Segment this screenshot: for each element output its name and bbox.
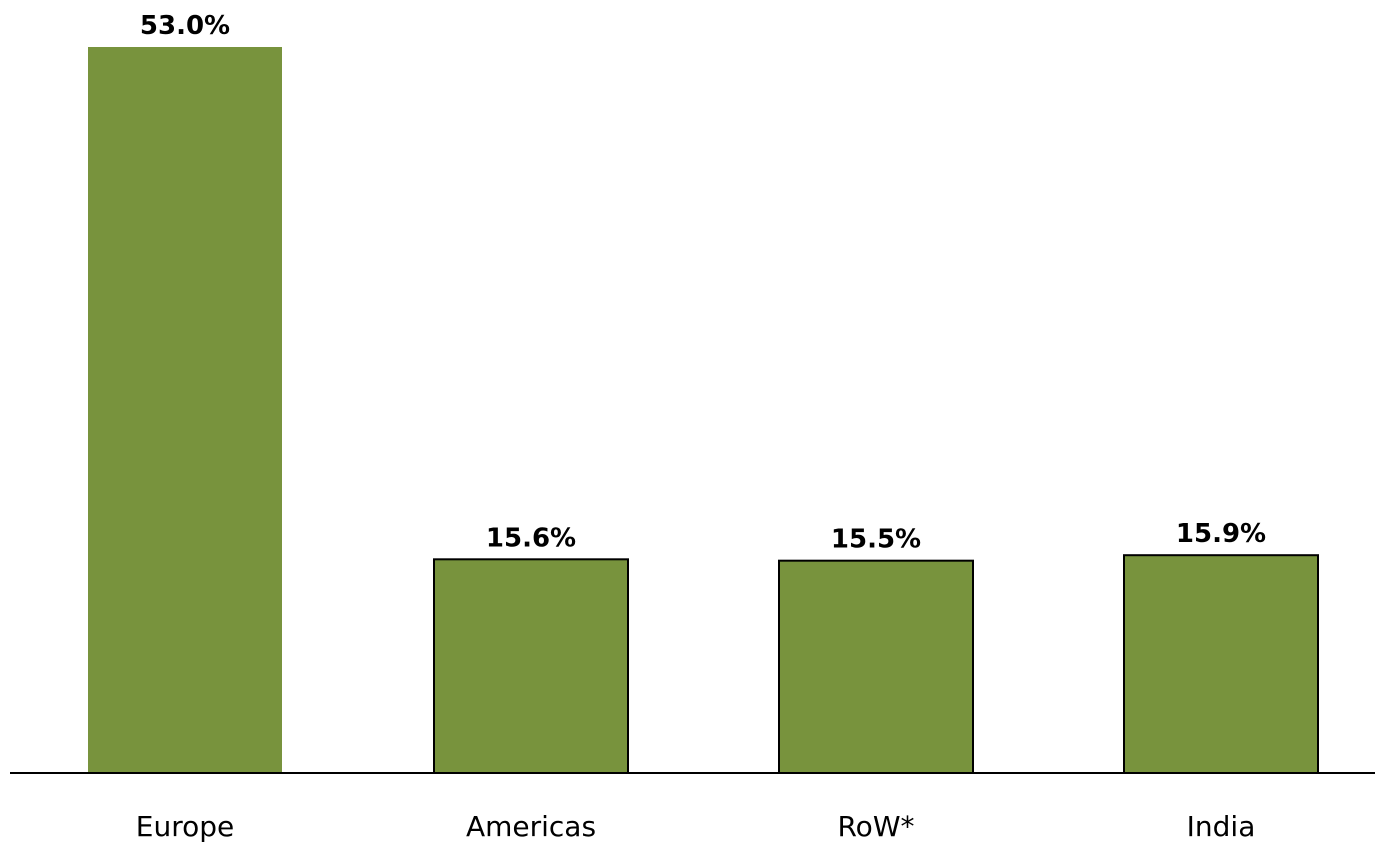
bar-india — [1123, 554, 1319, 775]
x-tick-label: India — [1187, 810, 1256, 842]
value-labels-group: 53.0% 15.6% 15.5% 15.9% — [140, 11, 1266, 555]
data-label: 15.9% — [1176, 519, 1266, 549]
x-tick-label: Americas — [466, 810, 596, 842]
x-tick-label: RoW* — [837, 810, 914, 842]
bars-group — [88, 47, 1319, 775]
bar-americas — [433, 558, 629, 775]
category-labels-group: Europe Americas RoW* India — [136, 810, 1256, 842]
bar-row — [778, 559, 974, 775]
data-label: 53.0% — [140, 11, 230, 41]
bar-europe — [88, 47, 282, 773]
x-tick-label: Europe — [136, 810, 234, 842]
data-label: 15.5% — [831, 525, 921, 555]
data-label: 15.6% — [486, 523, 576, 553]
